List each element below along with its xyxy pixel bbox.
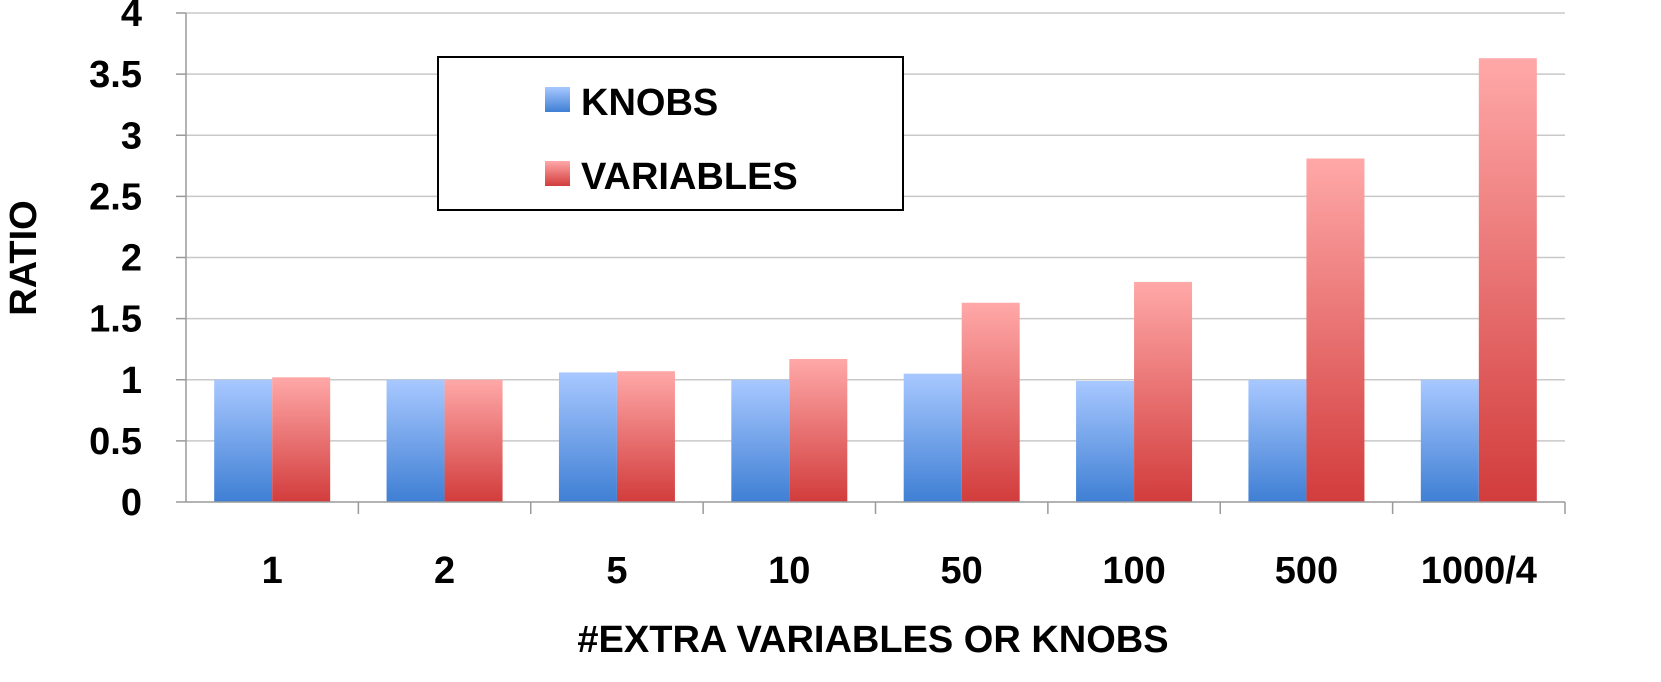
y-tick-label: 2 [121, 238, 142, 280]
x-tick-label: 1 [262, 550, 283, 592]
bar-knobs-5 [558, 372, 617, 502]
bar-knobs-500 [1248, 379, 1307, 502]
legend-box [437, 56, 904, 211]
legend-label-variables: VARIABLES [581, 156, 798, 198]
bars [214, 58, 1537, 503]
x-tick-label: 1000/4 [1421, 550, 1537, 592]
y-tick-label: 0.5 [89, 421, 142, 463]
x-tick-label: 50 [941, 550, 983, 592]
y-tick-label: 1.5 [89, 299, 142, 341]
bar-knobs-50 [903, 373, 962, 502]
legend-swatch-knobs [545, 87, 570, 112]
bar-variables-500 [1306, 158, 1365, 503]
x-tick-label: 2 [434, 550, 455, 592]
y-tick-label: 3.5 [89, 54, 142, 96]
x-tick-labels: 1 2 5 10 50 100 500 1000/4 [262, 550, 1537, 592]
bar-knobs-1000-4 [1420, 379, 1479, 502]
bar-variables-50 [961, 302, 1020, 502]
bar-knobs-10 [731, 379, 790, 502]
x-tick-label: 100 [1102, 550, 1165, 592]
bar-variables-1 [272, 377, 331, 502]
y-tick-label: 4 [121, 0, 142, 35]
bar-knobs-100 [1076, 380, 1135, 502]
y-tick-label: 0 [121, 482, 142, 524]
x-axis-title: #EXTRA VARIABLES OR KNOBS [577, 619, 1168, 661]
x-tick-label: 5 [606, 550, 627, 592]
y-tick-labels: 0 0.5 1 1.5 2 2.5 3 3.5 4 [89, 0, 142, 524]
bar-variables-10 [789, 358, 848, 502]
legend: KNOBS VARIABLES [437, 56, 904, 211]
axes [176, 12, 1566, 514]
bar-variables-1000-4 [1478, 58, 1537, 503]
bar-knobs-1 [214, 379, 273, 502]
x-tick-label: 10 [768, 550, 810, 592]
y-axis-title: RATIO [3, 200, 45, 315]
x-tick-label: 500 [1275, 550, 1338, 592]
y-tick-label: 2.5 [89, 176, 142, 218]
legend-label-knobs: KNOBS [581, 82, 718, 124]
bar-knobs-2 [386, 379, 445, 502]
bar-variables-2 [444, 379, 503, 502]
y-tick-label: 1 [121, 360, 142, 402]
bar-variables-100 [1134, 281, 1193, 502]
legend-swatch-variables [545, 161, 570, 186]
y-tick-label: 3 [121, 115, 142, 157]
bar-variables-5 [616, 371, 675, 502]
